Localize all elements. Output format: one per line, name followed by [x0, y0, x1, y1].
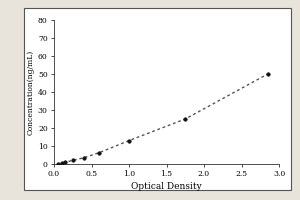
- X-axis label: Optical Density: Optical Density: [131, 182, 202, 191]
- Y-axis label: Concentration(ng/mL): Concentration(ng/mL): [27, 49, 35, 135]
